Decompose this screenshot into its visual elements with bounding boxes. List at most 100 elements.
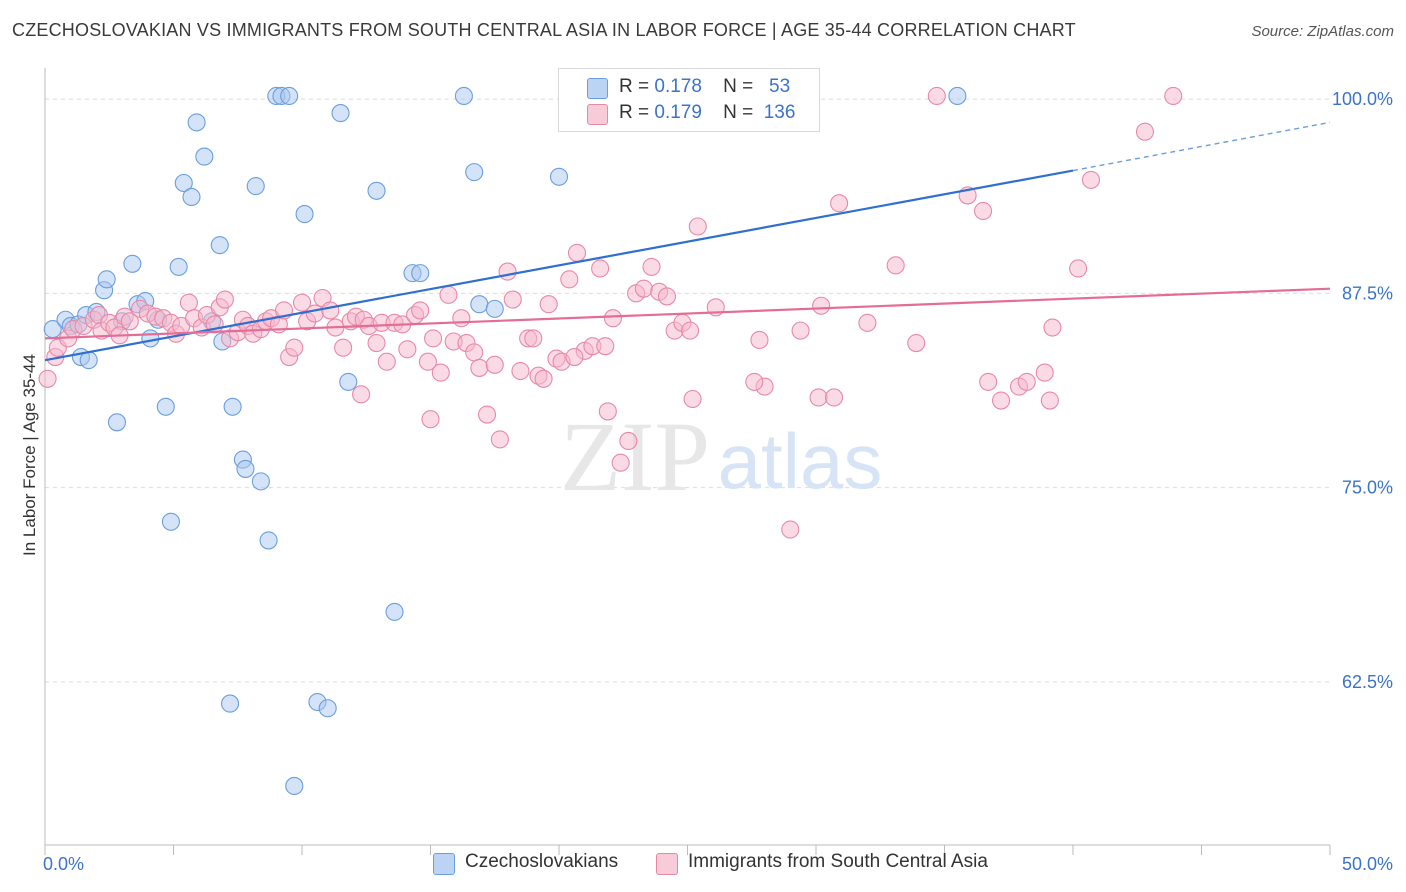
point-0-36 xyxy=(295,205,314,224)
point-0-46 xyxy=(465,163,484,182)
point-1-100 xyxy=(750,330,769,350)
point-1-68 xyxy=(477,405,497,424)
point-1-77 xyxy=(539,295,558,314)
trend-line-czechoslovakians xyxy=(44,169,1074,362)
bottom-legend-label-immigrants: Immigrants from South Central Asia xyxy=(688,851,988,872)
point-0-47 xyxy=(470,295,489,314)
point-0-50 xyxy=(485,299,504,318)
trend-lines xyxy=(44,121,1331,362)
point-0-16 xyxy=(161,512,180,531)
point-1-56 xyxy=(398,340,417,359)
x-tick-label-0: 0.0% xyxy=(43,854,84,874)
point-1-66 xyxy=(465,343,484,362)
bottom-legend-label-czechoslovakians: Czechoslovakians xyxy=(465,851,619,872)
point-1-108 xyxy=(907,334,926,353)
point-0-30 xyxy=(251,472,270,491)
bottom-legend-swatch-czechoslovakians xyxy=(433,853,455,875)
chart-title: CZECHOSLOVAKIAN VS IMMIGRANTS FROM SOUTH… xyxy=(12,20,1076,40)
legend-swatch-immigrants xyxy=(587,104,608,125)
point-0-41 xyxy=(367,181,386,200)
point-1-61 xyxy=(431,363,450,382)
point-1-105 xyxy=(830,194,849,213)
point-0-21 xyxy=(195,147,214,166)
point-1-97 xyxy=(688,217,707,236)
point-1-91 xyxy=(642,257,661,276)
y-tick-label-3: 100.0% xyxy=(1332,89,1393,109)
legend-r-value: 0.178 xyxy=(654,76,702,97)
point-1-125 xyxy=(534,369,553,388)
watermark-zip: ZIP xyxy=(560,401,710,512)
point-1-90 xyxy=(634,279,653,298)
point-1-88 xyxy=(619,431,638,451)
legend-n-label: N = xyxy=(723,76,754,97)
point-1-124 xyxy=(421,410,440,429)
point-0-28 xyxy=(236,459,255,478)
point-1-64 xyxy=(452,309,471,328)
point-0-45 xyxy=(454,86,473,106)
point-1-62 xyxy=(439,285,458,304)
point-0-34 xyxy=(280,86,299,106)
point-1-46 xyxy=(334,338,353,357)
point-1-102 xyxy=(791,321,810,340)
point-0-19 xyxy=(182,187,201,207)
y-tick-label-1: 75.0% xyxy=(1342,478,1393,498)
point-1-69 xyxy=(485,355,504,374)
point-0-20 xyxy=(187,113,206,132)
point-1-39 xyxy=(285,338,304,357)
point-1-0 xyxy=(38,369,57,388)
point-1-75 xyxy=(524,329,543,348)
point-0-23 xyxy=(210,236,229,255)
legend-n-label: N = xyxy=(723,102,754,123)
point-1-40 xyxy=(292,293,312,312)
point-1-101 xyxy=(781,520,800,539)
point-0-13 xyxy=(141,329,160,348)
point-0-29 xyxy=(246,177,265,196)
point-0-39 xyxy=(331,104,350,123)
point-1-87 xyxy=(611,453,630,472)
point-0-40 xyxy=(339,372,358,391)
point-0-44 xyxy=(411,264,430,283)
point-1-60 xyxy=(424,329,443,348)
point-1-128 xyxy=(683,389,702,409)
legend-r-value: 0.179 xyxy=(654,102,702,123)
point-0-10 xyxy=(123,254,142,273)
point-0-25 xyxy=(220,694,240,713)
point-0-26 xyxy=(223,397,242,416)
trend-line-czechoslovakians-extension xyxy=(1072,121,1331,172)
legend-n-value: 136 xyxy=(763,102,796,123)
legend-r-label: R = xyxy=(619,76,650,97)
point-1-117 xyxy=(1040,391,1059,410)
point-1-113 xyxy=(991,391,1011,410)
point-1-122 xyxy=(1164,86,1183,106)
point-1-93 xyxy=(657,287,676,306)
tick-labels: 62.5% 75.0% 87.5% 100.0% 0.0% 50.0% xyxy=(43,89,1393,874)
point-1-106 xyxy=(858,313,877,332)
point-1-121 xyxy=(1135,122,1155,141)
point-1-107 xyxy=(886,256,905,275)
point-1-84 xyxy=(591,259,610,278)
point-1-27 xyxy=(215,290,234,309)
point-1-119 xyxy=(1069,259,1088,278)
point-1-13 xyxy=(120,312,139,331)
point-0-31 xyxy=(259,531,278,550)
point-1-21 xyxy=(179,293,198,312)
point-1-71 xyxy=(498,262,517,281)
trend-line-immigrants xyxy=(44,287,1331,340)
point-1-72 xyxy=(503,290,522,309)
point-1-67 xyxy=(470,358,489,377)
point-1-70 xyxy=(490,430,509,449)
point-1-58 xyxy=(411,301,430,320)
legend-r-label: R = xyxy=(619,102,650,123)
point-1-127 xyxy=(596,337,615,356)
axes xyxy=(44,68,1331,855)
point-0-48 xyxy=(549,167,569,186)
grid-lines xyxy=(45,98,1330,683)
point-1-123 xyxy=(352,385,371,404)
point-0-35 xyxy=(285,776,304,795)
bottom-legend-swatch-immigrants xyxy=(656,853,678,875)
point-1-103 xyxy=(809,388,828,407)
point-1-80 xyxy=(560,270,579,289)
point-1-118 xyxy=(1043,318,1062,337)
y-tick-label-2: 87.5% xyxy=(1342,283,1393,303)
